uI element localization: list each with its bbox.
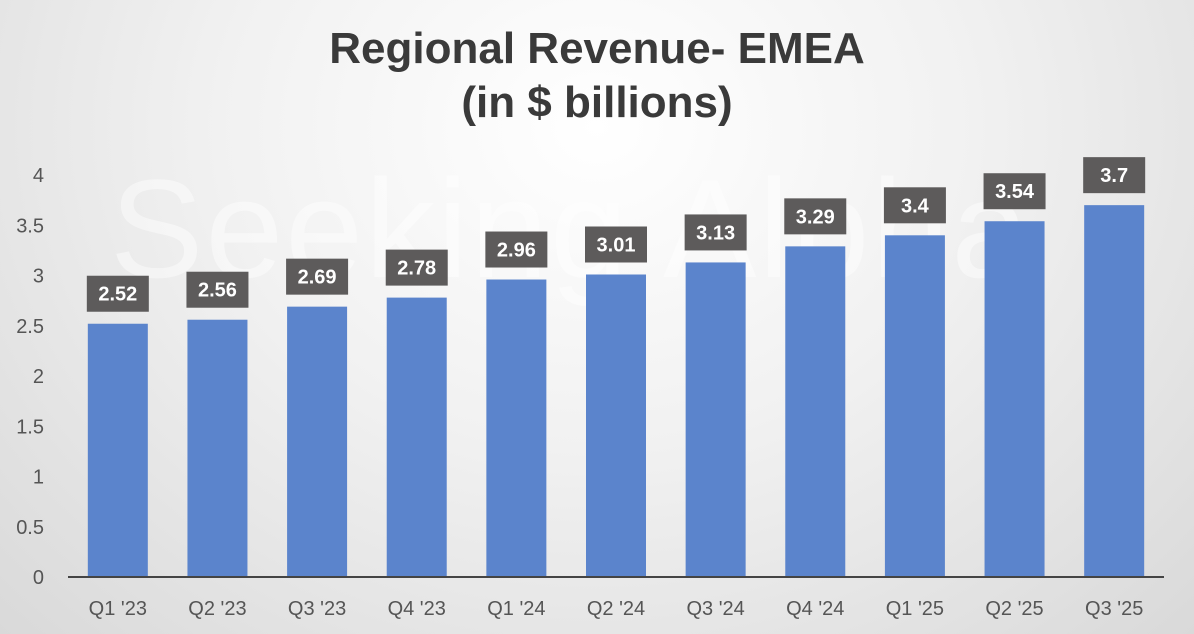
data-label-box bbox=[684, 214, 747, 251]
y-tick-label: 1.5 bbox=[16, 416, 44, 438]
data-label-box bbox=[86, 275, 149, 312]
data-label: 3.4 bbox=[901, 195, 930, 217]
bar bbox=[1084, 205, 1145, 577]
x-tick-label: Q2 '25 bbox=[985, 598, 1043, 620]
x-tick-label: Q1 '23 bbox=[89, 598, 147, 620]
chart-title: Regional Revenue- EMEA bbox=[329, 24, 865, 73]
bar bbox=[486, 279, 547, 577]
bar bbox=[187, 319, 248, 577]
bar bbox=[287, 306, 348, 577]
bar bbox=[685, 262, 746, 577]
data-label: 2.52 bbox=[98, 284, 137, 306]
bar bbox=[586, 274, 646, 577]
data-label: 3.01 bbox=[597, 234, 636, 256]
data-label: 3.7 bbox=[1100, 165, 1128, 187]
watermark: Seeking Alpha bbox=[110, 150, 1032, 307]
data-label: 3.13 bbox=[696, 222, 735, 244]
bar bbox=[884, 235, 945, 578]
x-tick-label: Q3 '24 bbox=[686, 598, 744, 620]
y-tick-label: 0.5 bbox=[16, 517, 44, 539]
y-tick-label: 4 bbox=[33, 165, 44, 187]
x-tick-label: Q1 '24 bbox=[487, 598, 545, 620]
data-label: 2.69 bbox=[298, 267, 337, 289]
data-label: 2.96 bbox=[497, 240, 536, 262]
data-label-box bbox=[1083, 157, 1146, 194]
bar bbox=[984, 221, 1045, 578]
data-label-box bbox=[883, 187, 946, 224]
bar bbox=[87, 323, 148, 577]
y-tick-label: 2 bbox=[33, 366, 44, 388]
x-tick-label: Q3 '23 bbox=[288, 598, 346, 620]
data-label-box bbox=[286, 258, 349, 295]
data-label: 3.54 bbox=[995, 181, 1035, 203]
y-tick-label: 3.5 bbox=[16, 215, 44, 237]
y-tick-label: 3 bbox=[33, 266, 44, 288]
data-label-box bbox=[385, 249, 448, 286]
x-tick-label: Q1 '25 bbox=[886, 598, 944, 620]
x-tick-label: Q4 '23 bbox=[388, 598, 446, 620]
chart-subtitle: (in $ billions) bbox=[461, 78, 733, 127]
x-tick-label: Q2 '23 bbox=[188, 598, 246, 620]
y-tick-label: 0 bbox=[33, 567, 44, 589]
bar bbox=[386, 297, 447, 577]
data-label: 2.56 bbox=[198, 280, 237, 302]
y-tick-label: 1 bbox=[33, 467, 44, 489]
data-label: 3.29 bbox=[796, 206, 835, 228]
x-tick-label: Q2 '24 bbox=[587, 598, 645, 620]
x-tick-label: Q4 '24 bbox=[786, 598, 844, 620]
y-tick-label: 2.5 bbox=[16, 316, 44, 338]
data-label-box bbox=[784, 198, 847, 235]
data-label-box bbox=[585, 226, 647, 263]
x-tick-label: Q3 '25 bbox=[1085, 598, 1143, 620]
bar bbox=[785, 246, 846, 578]
chart-title-block: Regional Revenue- EMEA (in $ billions) bbox=[0, 22, 1194, 130]
data-label-box bbox=[983, 173, 1046, 210]
data-label-box bbox=[186, 271, 249, 308]
data-label-box bbox=[485, 231, 548, 268]
data-label: 2.78 bbox=[397, 258, 436, 280]
